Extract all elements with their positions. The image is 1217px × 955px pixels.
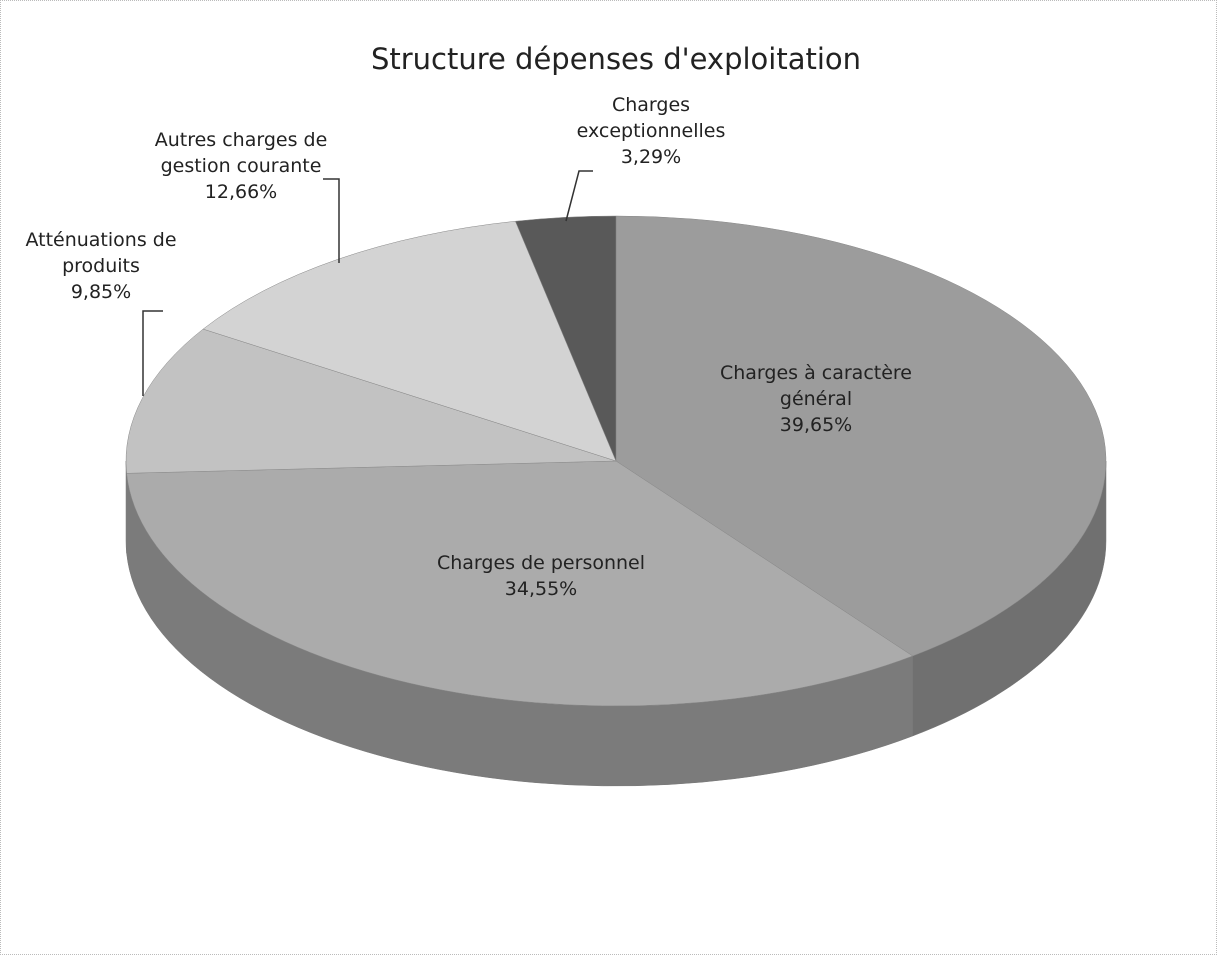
slices [125,215,1107,787]
category-label: Charges à caractère général [719,362,912,410]
value-label: 3,29% [620,146,682,168]
slice-label: Charges de personnel 34,55% [391,550,691,602]
pie-slice [125,328,617,474]
category-label: Charges exceptionnelles [576,94,726,142]
value-label: 9,85% [70,281,132,303]
category-label: Autres charges de gestion courante [154,129,328,177]
pie-slice [202,220,617,462]
slice-label: Autres charges de gestion courante 12,66% [126,127,356,205]
leader-lines [142,170,593,396]
category-label: Charges de personnel [436,552,646,574]
slice-label: Atténuations de produits 9,85% [6,227,196,305]
pie-slice [126,460,914,707]
category-label: Atténuations de produits [25,229,177,277]
leader-line [565,170,593,222]
value-label: 12,66% [204,181,278,203]
pie-side [125,460,127,554]
pie-slice [515,215,617,462]
chart-title: Structure dépenses d'exploitation [370,42,862,76]
value-label: 34,55% [504,578,578,600]
value-label: 39,65% [779,414,853,436]
leader-line [142,310,163,396]
pie-slice [615,215,1107,657]
slice-label: Charges à caractère général 39,65% [716,360,916,438]
slice-label: Charges exceptionnelles 3,29% [551,92,751,170]
leader-line [323,178,340,263]
